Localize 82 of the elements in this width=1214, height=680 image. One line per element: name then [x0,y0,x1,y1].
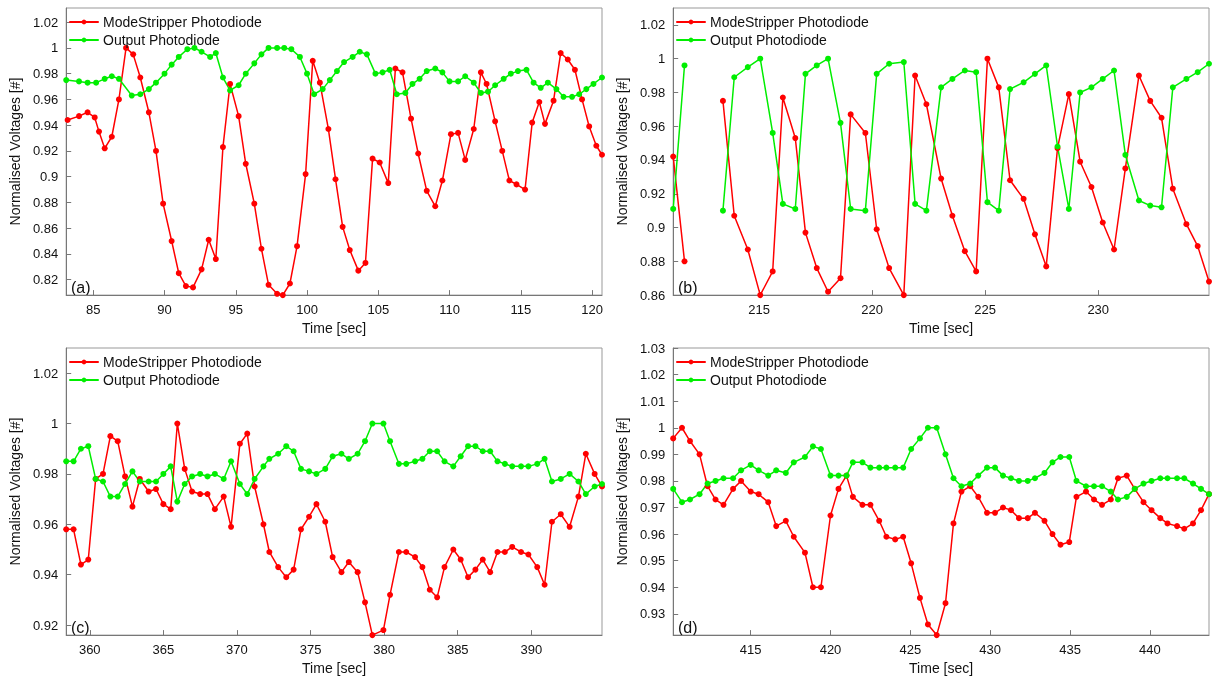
y-tick-label: 1 [50,40,59,56]
y-tick-label: 1.02 [32,14,59,30]
x-axis-title: Time [sec] [302,660,367,676]
y-tick-label: 0.98 [32,466,59,482]
x-tick-label: 120 [581,302,603,318]
y-tick-label: 1.01 [639,393,666,409]
x-tick-label: 430 [979,642,1002,658]
annotation: (b) [678,278,698,296]
x-tick-label: 390 [520,642,543,658]
x-tick-label: 420 [819,642,842,658]
y-tick-label: 0.96 [32,91,59,107]
y-tick-label: 0.99 [639,446,666,462]
legend-label: Output Photodiode [103,32,220,48]
legend-label: Output Photodiode [710,372,827,388]
y-tick-label: 0.9 [40,169,59,185]
y-tick-label: 0.88 [32,194,59,210]
legend-label: ModeStripper Photodiode [710,354,869,370]
x-tick-label: 360 [78,642,101,658]
y-tick-label: 0.88 [639,253,666,269]
y-tick-label: 1.02 [639,367,666,383]
x-axis-title: Time [sec] [302,320,367,336]
x-tick-label: 110 [439,302,460,318]
y-axis-title: Normalised Voltages [#] [7,417,23,566]
x-axis-title: Time [sec] [909,320,974,336]
x-tick-label: 440 [1139,642,1161,658]
y-axis-title: Normalised Voltages [#] [614,417,630,566]
annotation: (a) [71,278,91,296]
y-tick-label: 0.9 [647,220,666,236]
x-tick-label: 215 [748,302,770,318]
y-tick-label: 0.98 [639,84,666,100]
x-tick-label: 220 [861,302,883,318]
legend-label: ModeStripper Photodiode [710,14,869,30]
annotation: (c) [71,618,90,636]
y-tick-label: 0.94 [32,117,59,133]
y-tick-label: 1.03 [639,340,666,356]
y-tick-label: 0.86 [639,287,666,303]
y-axis-title: Normalised Voltages [#] [7,77,23,226]
y-tick-label: 0.94 [639,152,666,168]
x-tick-label: 365 [152,642,175,658]
y-tick-label: 0.92 [32,617,59,633]
y-tick-label: 0.97 [639,500,666,515]
x-tick-label: 85 [86,302,101,318]
x-tick-label: 90 [157,302,172,318]
x-tick-label: 370 [226,642,248,658]
x-tick-label: 230 [1087,302,1110,318]
y-tick-label: 0.93 [639,606,666,622]
annotation: (d) [678,618,698,636]
y-tick-label: 0.92 [639,186,666,202]
y-tick-label: 0.96 [32,516,59,532]
x-tick-label: 105 [367,302,390,318]
y-tick-label: 0.98 [32,66,59,82]
y-tick-label: 0.82 [32,272,59,288]
x-tick-label: 415 [739,642,762,658]
legend-label: Output Photodiode [710,32,827,48]
legend-label: Output Photodiode [103,372,220,388]
y-tick-label: 1.02 [32,365,59,381]
x-tick-label: 385 [446,642,469,658]
y-axis-title: Normalised Voltages [#] [614,77,630,226]
x-tick-label: 375 [299,642,322,658]
x-tick-label: 95 [228,302,244,318]
x-tick-label: 100 [296,302,318,318]
y-tick-label: 0.96 [639,118,666,134]
y-tick-label: 0.94 [639,579,666,595]
y-tick-label: 0.94 [32,567,59,583]
legend-label: ModeStripper Photodiode [103,354,262,370]
legend-label: ModeStripper Photodiode [103,14,262,30]
y-tick-label: 0.92 [32,143,59,159]
y-tick-label: 1 [50,416,59,432]
y-tick-label: 0.86 [32,220,59,236]
y-tick-label: 1.02 [639,17,666,33]
y-tick-label: 0.95 [639,553,666,569]
y-tick-label: 1 [657,51,666,67]
x-tick-label: 225 [974,302,997,318]
y-tick-label: 0.84 [32,246,59,262]
x-tick-label: 435 [1059,642,1081,658]
y-tick-label: 1 [657,420,666,436]
y-tick-label: 0.96 [639,526,666,542]
x-tick-label: 115 [510,302,532,318]
x-tick-label: 380 [373,642,395,658]
y-tick-label: 0.98 [639,473,666,489]
x-axis-title: Time [sec] [909,660,974,676]
x-tick-label: 425 [899,642,922,658]
